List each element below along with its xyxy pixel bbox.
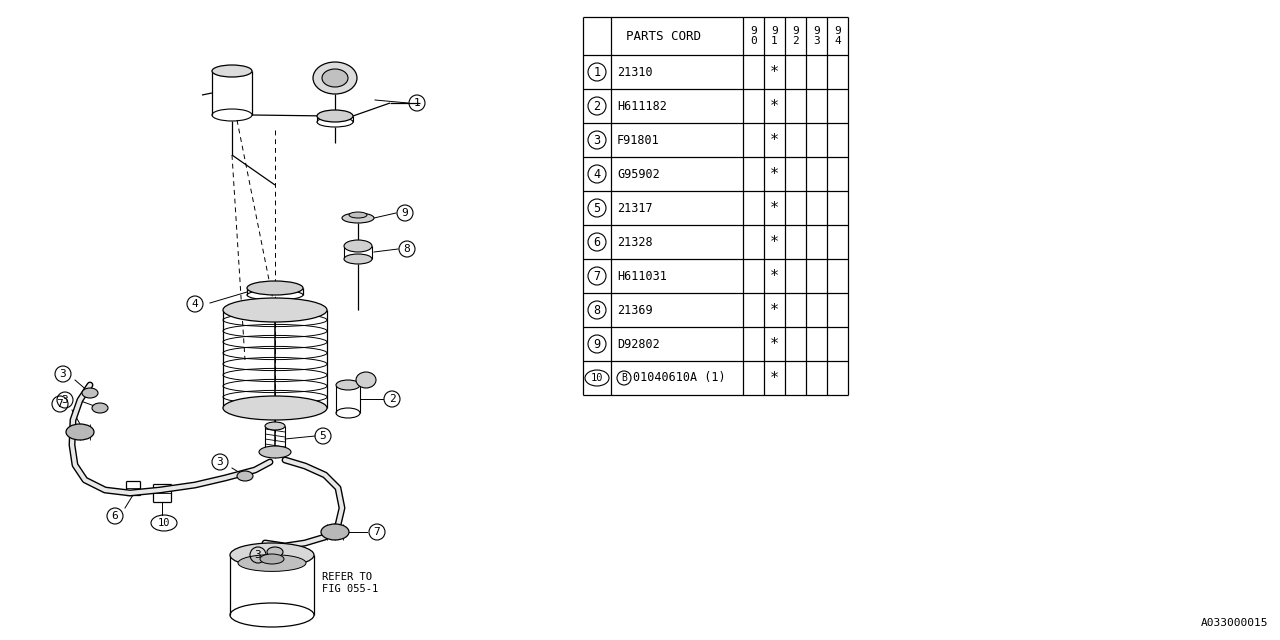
Text: 3: 3 [61,395,68,405]
Ellipse shape [92,403,108,413]
Ellipse shape [223,298,326,322]
Text: *: * [771,132,780,147]
Text: 1: 1 [594,65,600,79]
Text: D92802: D92802 [617,337,659,351]
Text: B: B [621,373,627,383]
Text: *: * [771,200,780,216]
Ellipse shape [82,388,99,398]
Ellipse shape [237,471,253,481]
Text: 6: 6 [594,236,600,248]
Text: 9: 9 [594,337,600,351]
Ellipse shape [212,65,252,77]
Text: 9
3: 9 3 [813,26,820,46]
Text: 2: 2 [389,394,396,404]
Ellipse shape [67,424,93,440]
Text: 8: 8 [403,244,411,254]
Text: *: * [771,99,780,113]
Ellipse shape [323,69,348,87]
Text: 7: 7 [56,399,64,409]
Text: 21369: 21369 [617,303,653,317]
Ellipse shape [335,380,360,390]
Text: 3: 3 [216,457,224,467]
Text: 9
2: 9 2 [792,26,799,46]
Text: 9
4: 9 4 [835,26,841,46]
Ellipse shape [223,396,326,420]
Text: 4: 4 [192,299,198,309]
Text: 21310: 21310 [617,65,653,79]
Ellipse shape [356,372,376,388]
Ellipse shape [314,62,357,94]
Text: G95902: G95902 [617,168,659,180]
Ellipse shape [260,554,284,564]
Ellipse shape [238,555,306,572]
Text: 6: 6 [111,511,118,521]
Text: 3: 3 [60,369,67,379]
Text: H611182: H611182 [617,99,667,113]
Text: F91801: F91801 [617,134,659,147]
Text: 21317: 21317 [617,202,653,214]
Text: 5: 5 [320,431,326,441]
Ellipse shape [317,110,353,122]
Ellipse shape [268,547,283,557]
Ellipse shape [321,524,349,540]
Ellipse shape [342,213,374,223]
Text: 9
0: 9 0 [750,26,756,46]
Ellipse shape [344,254,372,264]
Text: *: * [771,234,780,250]
Text: 1: 1 [413,98,420,108]
Text: 9
1: 9 1 [771,26,778,46]
Text: 10: 10 [591,373,603,383]
Text: 7: 7 [594,269,600,282]
Text: *: * [771,337,780,351]
Text: *: * [771,65,780,79]
Text: PARTS CORD: PARTS CORD [626,29,700,42]
Ellipse shape [230,543,314,567]
Text: H611031: H611031 [617,269,667,282]
Text: REFER TO
FIG 055-1: REFER TO FIG 055-1 [323,572,379,594]
Text: 10: 10 [157,518,170,528]
Text: 01040610A (1): 01040610A (1) [634,371,726,385]
Text: A033000015: A033000015 [1201,618,1268,628]
Ellipse shape [265,422,285,430]
Text: 3: 3 [594,134,600,147]
Text: *: * [771,303,780,317]
Text: 5: 5 [594,202,600,214]
Text: 9: 9 [402,208,408,218]
Text: 21328: 21328 [617,236,653,248]
Text: *: * [771,371,780,385]
Text: *: * [771,166,780,182]
Text: 2: 2 [594,99,600,113]
Text: *: * [771,269,780,284]
Ellipse shape [247,281,303,295]
Text: 7: 7 [374,527,380,537]
Ellipse shape [259,446,291,458]
Ellipse shape [349,212,367,218]
Text: 4: 4 [594,168,600,180]
Text: 8: 8 [594,303,600,317]
Ellipse shape [344,240,372,252]
Text: 3: 3 [255,550,261,560]
